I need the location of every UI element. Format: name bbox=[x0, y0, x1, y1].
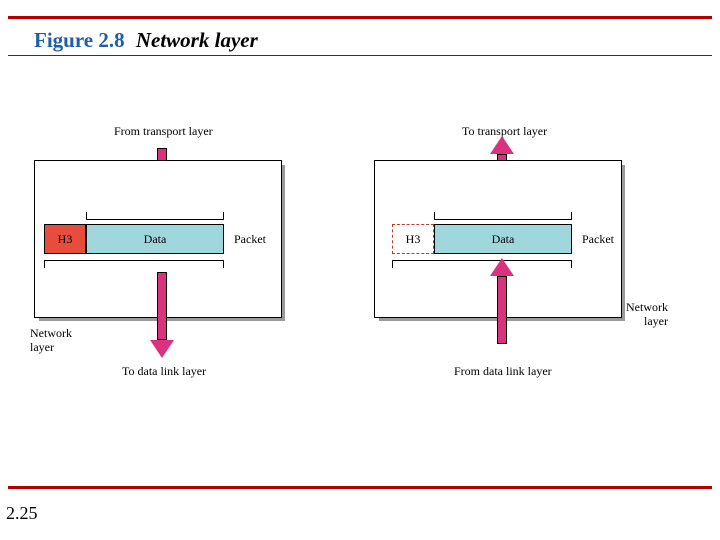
left-bottom-label: To data link layer bbox=[122, 364, 206, 379]
left-data-text: Data bbox=[144, 232, 167, 247]
left-h3: H3 bbox=[44, 224, 86, 254]
figure-caption: Network layer bbox=[136, 28, 258, 52]
left-h3-text: H3 bbox=[58, 232, 73, 247]
right-pkt-bracket bbox=[392, 260, 572, 268]
figure-title: Figure 2.8 Network layer bbox=[34, 28, 258, 53]
right-packet-label: Packet bbox=[582, 232, 614, 247]
left-pkt-bracket bbox=[44, 260, 224, 268]
right-bottom-arrow bbox=[492, 258, 512, 348]
right-layer-label: Network layer bbox=[626, 300, 668, 329]
page-number: 2.25 bbox=[6, 503, 38, 524]
right-h3: H3 bbox=[392, 224, 434, 254]
right-h3-text: H3 bbox=[406, 232, 421, 247]
figure-number: Figure 2.8 bbox=[34, 28, 125, 52]
top-rule bbox=[8, 16, 712, 19]
bottom-rule bbox=[8, 486, 712, 489]
left-layer-label: Network layer bbox=[30, 326, 72, 355]
right-panel: To transport layer Network layer H3 Data… bbox=[374, 160, 686, 322]
right-data-text: Data bbox=[492, 232, 515, 247]
left-top-label: From transport layer bbox=[114, 124, 213, 139]
left-panel: From transport layer Network layer H3 Da… bbox=[34, 160, 346, 322]
right-data-bracket bbox=[434, 212, 572, 220]
left-bottom-arrow bbox=[152, 272, 172, 358]
right-bottom-label: From data link layer bbox=[454, 364, 552, 379]
left-data: Data bbox=[86, 224, 224, 254]
mid-rule bbox=[8, 55, 712, 56]
right-data: Data bbox=[434, 224, 572, 254]
left-data-bracket bbox=[86, 212, 224, 220]
left-packet-label: Packet bbox=[234, 232, 266, 247]
diagram: From transport layer Network layer H3 Da… bbox=[34, 112, 686, 392]
